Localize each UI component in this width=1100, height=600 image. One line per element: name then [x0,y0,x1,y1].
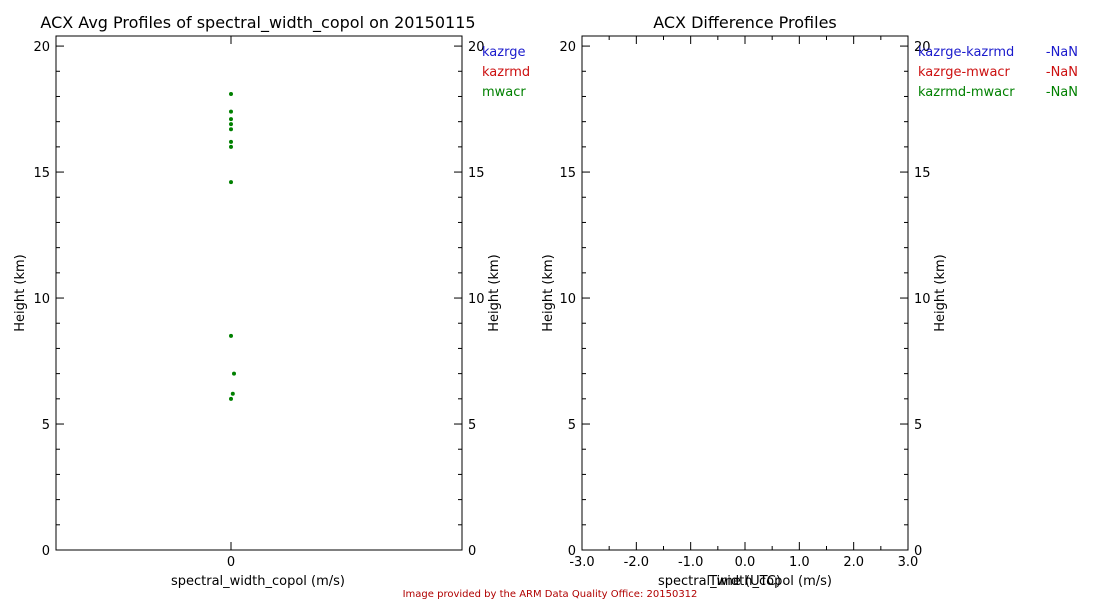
mwacr-point-2 [229,117,233,122]
right-plot-frame [581,35,909,551]
mwacr-point-11 [229,396,233,401]
right-x-ticks: -3.0 -2.0 -1.0 0.0 1.0 2.0 3.0 [569,36,918,570]
mwacr-point-7 [229,180,233,185]
left-ytick-label-left: 5 [42,418,50,433]
diff-legend-name-0: kazrge-kazrmd [918,45,1014,60]
right-ytick-label-left: 0 [568,544,576,559]
right-y-ticks: 0 0 5 5 10 10 15 15 20 20 [559,40,930,559]
mwacr-point-0 [229,91,233,96]
left-xtick-label: 0 [227,555,235,570]
right-ytick-label-right: 10 [914,292,931,307]
right-xtick-label: -3.0 [569,555,594,570]
difference-profiles-panel: ACX Difference Profiles 0 0 5 5 10 10 15 15 20 20… [541,13,1078,589]
diff-legend-value-0: -NaN [1046,45,1078,60]
left-ytick-label-right: 15 [468,166,485,181]
right-y-axis-label: Height (km) [541,254,556,331]
left-y-ticks: 0 0 5 5 10 10 15 15 20 20 [33,40,484,559]
diff-legend-name-2: kazrmd-mwacr [918,85,1015,100]
right-x-axis-time-label: Time (UTC) [708,574,781,589]
mwacr-point-9 [232,371,236,376]
mwacr-point-6 [229,144,233,149]
left-x-axis-label: spectral_width_copol (m/s) [171,574,345,589]
mwacr-point-10 [230,391,235,396]
right-ytick-label-right: 5 [914,418,922,433]
left-y-axis-label: Height (km) [13,254,28,331]
legend-mwacr: mwacr [482,85,526,100]
left-plot-frame [55,35,463,551]
left-ytick-label-left: 15 [33,166,50,181]
diff-legend-value-2: -NaN [1046,85,1078,100]
left-ytick-label-right: 0 [468,544,476,559]
credit-line: Image provided by the ARM Data Quality O… [403,589,698,600]
right-xtick-label: 0.0 [735,555,756,570]
mwacr-series [229,91,236,401]
right-ytick-label-left: 5 [568,418,576,433]
right-right-y-axis-label: Height (km) [933,254,948,331]
right-ytick-label-right: 20 [914,40,931,55]
right-x-axis-label: spectral_width_copol (m/s) [658,574,832,589]
left-ytick-label-right: 10 [468,292,485,307]
left-x-ticks: 0 [227,36,235,570]
right-xtick-label: -2.0 [624,555,649,570]
avg-profiles-panel: ACX Avg Profiles of spectral_width_copol… [13,13,530,589]
right-chart-title: ACX Difference Profiles [653,13,837,32]
right-xtick-label: -1.0 [678,555,703,570]
mwacr-point-8 [229,333,233,338]
right-ytick-label-right: 15 [914,166,931,181]
left-ytick-label-right: 20 [468,40,485,55]
right-xtick-label: 2.0 [843,555,864,570]
mwacr-point-3 [229,122,233,127]
left-ytick-label-right: 5 [468,418,476,433]
mwacr-point-1 [229,109,233,114]
left-chart-title: ACX Avg Profiles of spectral_width_copol… [40,13,475,33]
mwacr-point-5 [229,139,233,144]
legend-kazrge: kazrge [482,45,525,60]
right-xtick-label: 3.0 [898,555,919,570]
right-xtick-label: 1.0 [789,555,810,570]
right-ytick-label-left: 20 [559,40,576,55]
diff-legend-value-1: -NaN [1046,65,1078,80]
left-ytick-label-left: 10 [33,292,50,307]
right-ytick-label-left: 10 [559,292,576,307]
right-ytick-label-right: 0 [914,544,922,559]
left-ytick-label-left: 20 [33,40,50,55]
left-ytick-label-left: 0 [42,544,50,559]
legend-kazrmd: kazrmd [482,65,530,80]
right-ytick-label-left: 15 [559,166,576,181]
diff-legend-name-1: kazrge-mwacr [918,65,1011,80]
mwacr-point-4 [229,127,233,132]
difference-legend: kazrge-kazrmd -NaN kazrge-mwacr -NaN kazrmd-… [918,45,1078,100]
left-right-y-axis-label: Height (km) [487,254,502,331]
